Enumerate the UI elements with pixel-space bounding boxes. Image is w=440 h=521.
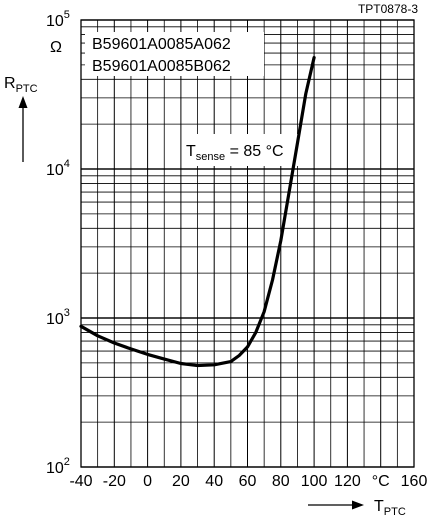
y-tick-label: 103	[46, 307, 70, 328]
y-axis-arrow-head	[18, 96, 28, 108]
y-axis-label-text: RPTC	[4, 75, 38, 95]
x-axis-arrow-head	[352, 500, 364, 510]
x-tick-labels: -40 -20 0 20 40 60 80 100 120 160 °C	[69, 473, 427, 490]
x-tick-label: 120	[334, 473, 361, 490]
figure-id: TPT0878-3	[358, 2, 418, 16]
sense-temperature-label: Tsense = 85 °C	[186, 143, 284, 163]
plot-frame	[80, 19, 415, 468]
y-tick-labels: 102 103 104 105 Ω	[46, 9, 70, 477]
sense-temperature-annotation: Tsense = 85 °C	[183, 134, 299, 166]
y-axis-unit: Ω	[50, 39, 62, 56]
chart-grid	[80, 19, 415, 468]
series-layer	[79, 55, 316, 368]
x-axis-label-text: TPTC	[374, 498, 406, 518]
y-tick-label: 105	[46, 9, 70, 30]
y-axis-label: RPTC	[4, 75, 38, 162]
x-tick-label: 60	[239, 473, 257, 490]
x-axis-unit: °C	[372, 473, 390, 490]
x-tick-label: 0	[143, 473, 152, 490]
x-tick-label: -40	[69, 473, 92, 490]
x-tick-label: 100	[301, 473, 328, 490]
legend-entry: B59601A0085A062	[92, 36, 231, 53]
series-line-0	[79, 55, 316, 368]
annotation-background	[183, 134, 299, 166]
y-tick-label: 104	[46, 158, 70, 179]
x-tick-label: -20	[103, 473, 126, 490]
legend-background	[85, 32, 264, 76]
x-tick-label: 20	[172, 473, 190, 490]
x-tick-label: 40	[205, 473, 223, 490]
x-tick-label: 160	[401, 473, 428, 490]
chart-legend: B59601A0085A062 B59601A0085B062	[85, 32, 264, 76]
x-tick-label: 80	[272, 473, 290, 490]
legend-entry: B59601A0085B062	[92, 58, 231, 75]
x-axis-label: TPTC	[308, 498, 406, 518]
y-tick-label: 102	[46, 456, 70, 477]
